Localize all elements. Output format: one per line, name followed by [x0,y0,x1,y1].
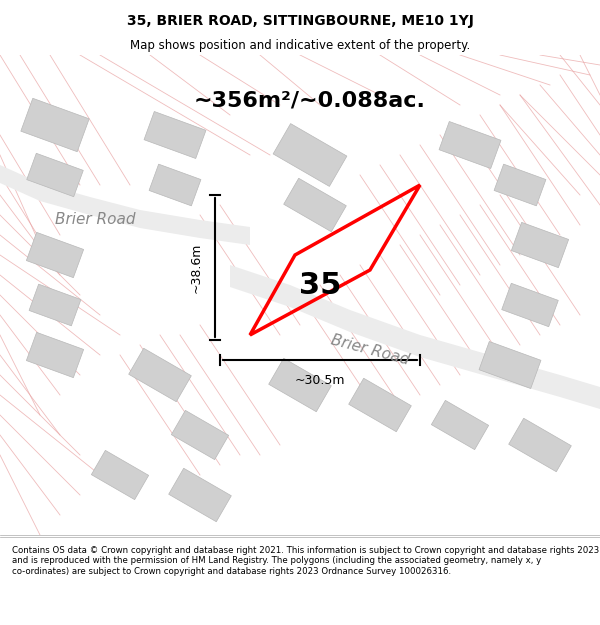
Polygon shape [349,378,412,432]
Text: ~356m²/~0.088ac.: ~356m²/~0.088ac. [194,90,426,110]
Polygon shape [284,178,346,232]
Polygon shape [494,164,546,206]
Text: 35: 35 [299,271,341,299]
Polygon shape [149,164,201,206]
Polygon shape [91,451,149,499]
Polygon shape [26,232,83,278]
Polygon shape [0,165,250,245]
Text: Contains OS data © Crown copyright and database right 2021. This information is : Contains OS data © Crown copyright and d… [12,546,599,576]
Polygon shape [230,265,600,409]
Text: Brier Road: Brier Road [329,332,411,367]
Text: ~38.6m: ~38.6m [190,242,203,292]
Polygon shape [439,121,501,169]
Polygon shape [26,332,83,378]
Polygon shape [172,411,229,459]
Polygon shape [273,124,347,186]
Text: 35, BRIER ROAD, SITTINGBOURNE, ME10 1YJ: 35, BRIER ROAD, SITTINGBOURNE, ME10 1YJ [127,14,473,28]
Polygon shape [511,222,569,268]
Polygon shape [502,283,558,327]
Polygon shape [431,401,488,449]
Polygon shape [21,98,89,152]
Polygon shape [29,284,81,326]
Text: Brier Road: Brier Road [55,213,135,228]
Polygon shape [169,468,232,522]
Polygon shape [144,111,206,159]
Polygon shape [479,341,541,389]
Text: ~30.5m: ~30.5m [295,374,345,387]
Text: Map shows position and indicative extent of the property.: Map shows position and indicative extent… [130,39,470,51]
Polygon shape [509,418,571,472]
Polygon shape [27,153,83,197]
Polygon shape [128,348,191,402]
Polygon shape [269,358,331,412]
